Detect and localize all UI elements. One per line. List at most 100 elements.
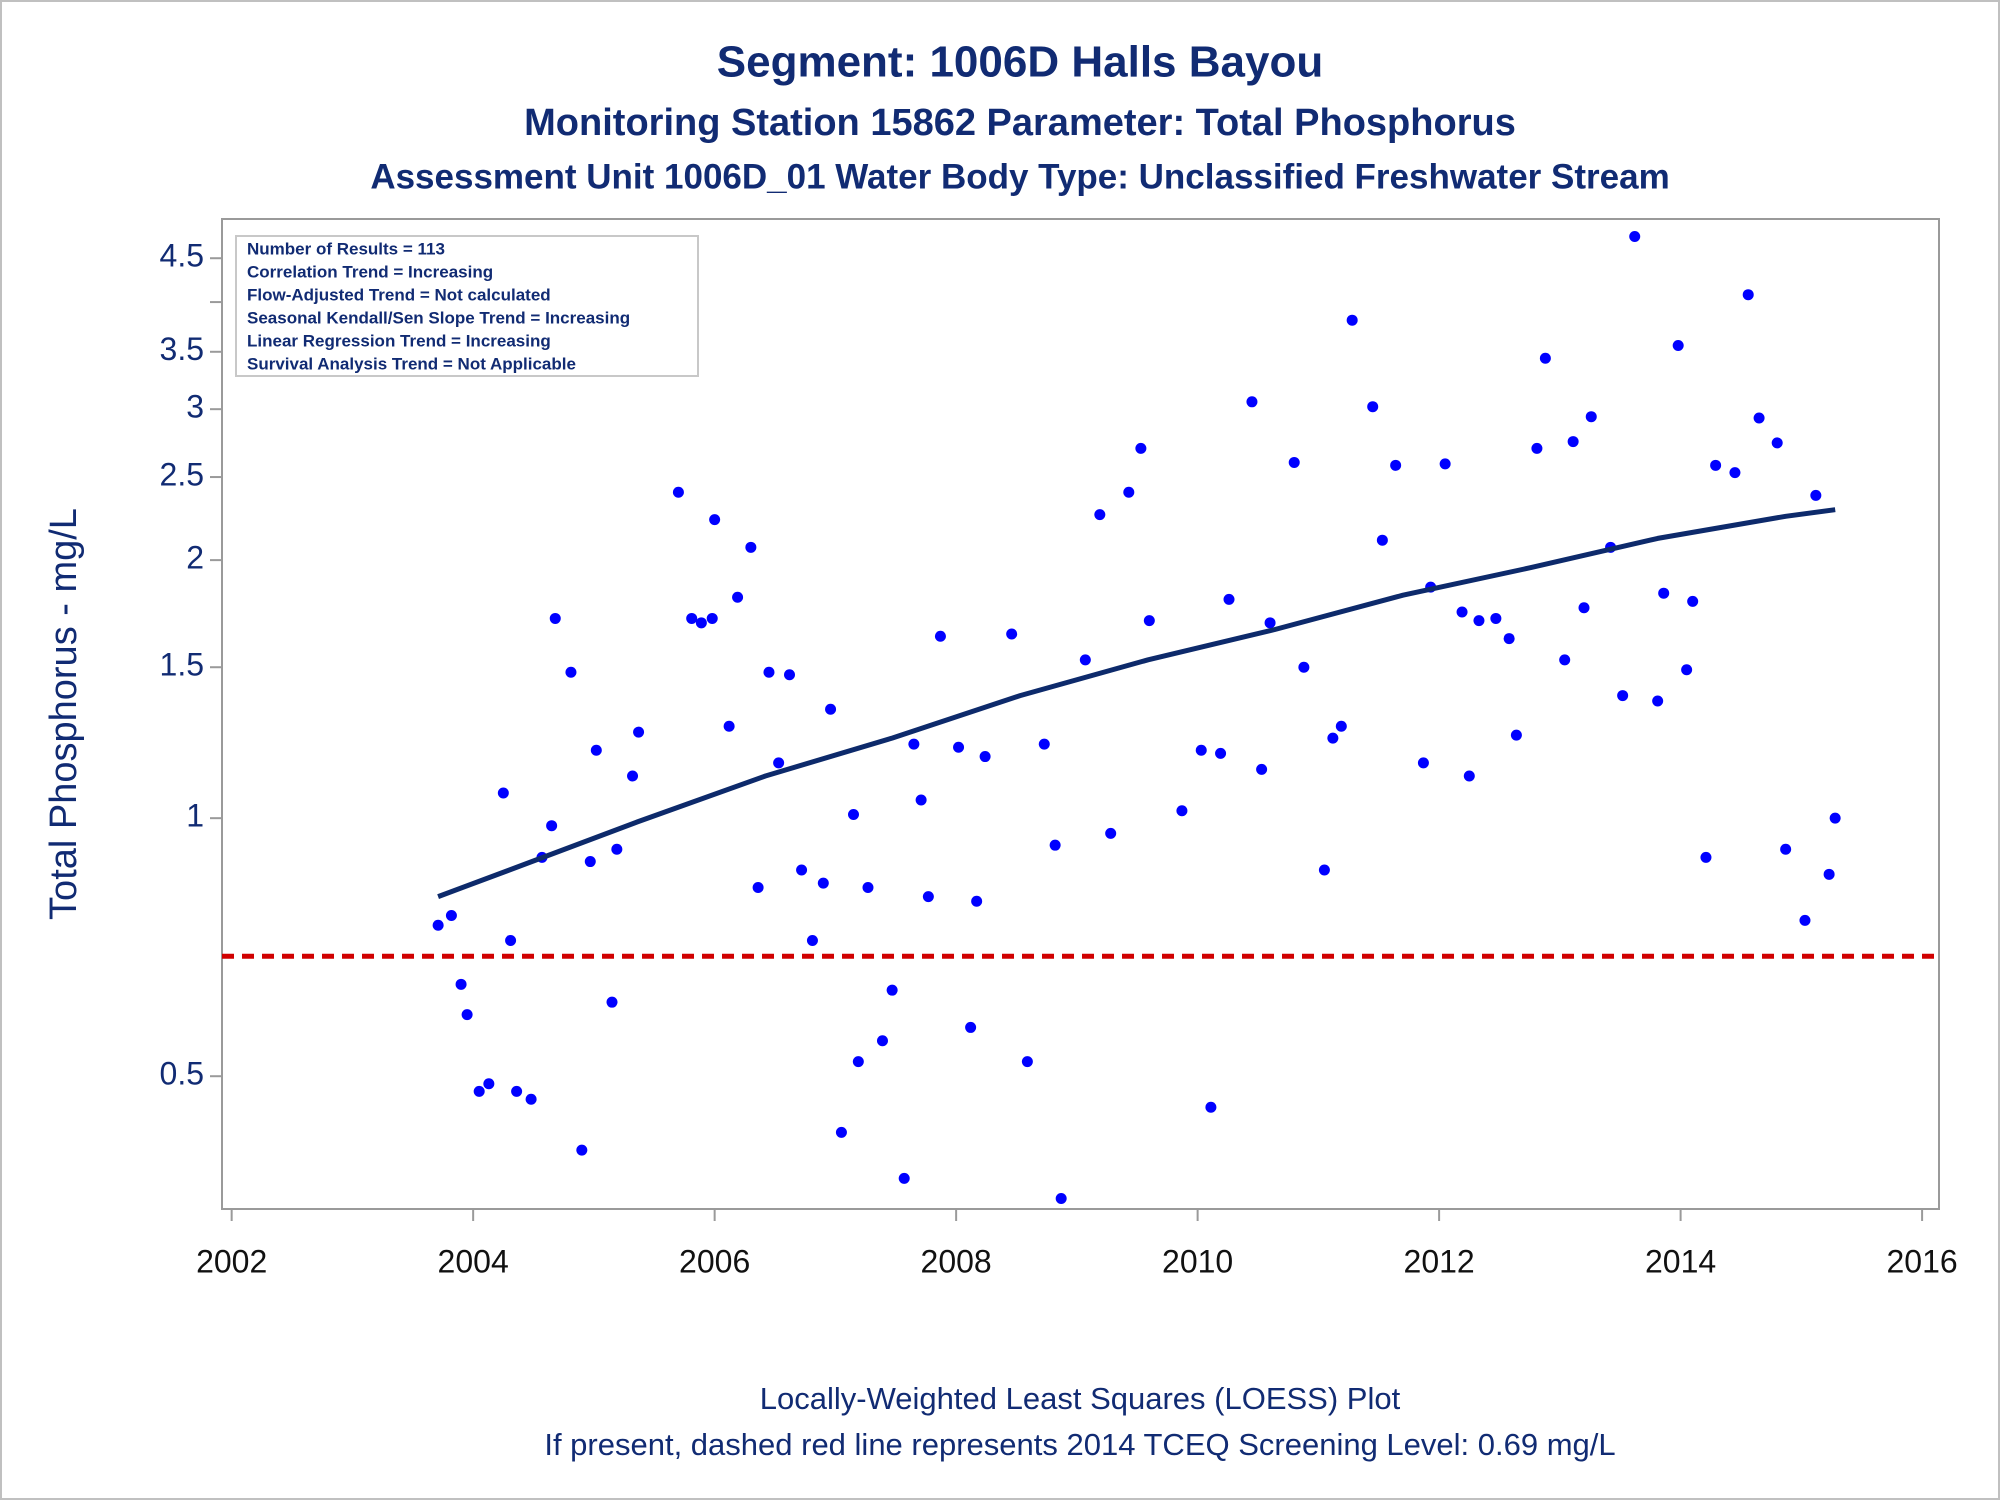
data-point [505,934,517,946]
data-point [1473,615,1485,627]
data-point [1829,812,1841,824]
data-point [898,1172,910,1184]
data-point [1205,1101,1217,1113]
x-tick-label: 2002 [196,1243,267,1279]
data-point [1510,729,1522,741]
data-point [686,612,698,624]
data-point [1390,459,1402,471]
data-point [1780,843,1792,855]
y-tick-label: 3.5 [160,331,204,367]
data-point [1215,747,1227,759]
inset-text: Correlation Trend = Increasing [247,262,493,281]
data-point [784,669,796,681]
data-point [965,1021,977,1033]
data-point [511,1085,523,1097]
data-point [695,617,707,629]
data-point [1652,695,1664,707]
data-point [445,909,457,921]
data-point [576,1144,588,1156]
footnote: If present, dashed red line represents 2… [544,1427,1615,1462]
data-point [825,703,837,715]
data-point [565,666,577,678]
data-point [584,856,596,868]
data-point [461,1009,473,1021]
x-tick-label: 2006 [679,1243,750,1279]
y-tick-label: 1.5 [160,647,204,683]
data-point [862,882,874,894]
data-point [1629,231,1641,243]
x-tick-label: 2010 [1162,1243,1233,1279]
data-point [1578,602,1590,614]
data-point [1335,720,1347,732]
data-point [817,877,829,889]
data-point [1298,661,1310,673]
data-point [1021,1056,1033,1068]
data-point [934,630,946,642]
inset-text: Seasonal Kendall/Sen Slope Trend = Incre… [247,308,630,327]
inset-box [235,235,699,377]
data-point [1264,617,1276,629]
data-point [1559,654,1571,666]
data-point [922,891,934,903]
data-point [1123,486,1135,498]
data-point [1799,914,1811,926]
data-point [1742,289,1754,301]
data-point [1246,396,1258,408]
data-point [1463,770,1475,782]
data-point [732,591,744,603]
data-point [1417,757,1429,769]
data-point [1539,352,1551,364]
data-point [549,612,561,624]
data-point [763,666,775,678]
data-point [1367,401,1379,413]
data-point [752,882,764,894]
data-point [979,751,991,763]
chart-title: Segment: 1006D Halls Bayou [717,38,1323,87]
data-point [672,486,684,498]
data-point [1672,339,1684,351]
data-point [745,541,757,553]
x-tick-label: 2016 [1887,1243,1958,1279]
data-point [525,1093,537,1105]
data-point [1729,467,1741,479]
data-point [1256,763,1268,775]
chart-subtitle: Monitoring Station 15862 Parameter: Tota… [524,102,1516,144]
x-tick-label: 2008 [921,1243,992,1279]
footnote: Locally-Weighted Least Squares (LOESS) P… [760,1381,1401,1416]
data-point [1176,805,1188,817]
y-axis-label: Total Phosphorus - mg/L [43,508,85,920]
data-point [876,1035,888,1047]
data-point [1823,868,1835,880]
loess-line [437,507,1836,899]
x-tick-label: 2004 [438,1243,509,1279]
x-tick-label: 2012 [1404,1243,1475,1279]
data-point [483,1078,495,1090]
data-point [1079,654,1091,666]
data-point [706,612,718,624]
data-point [723,720,735,732]
data-point [1318,864,1330,876]
data-point [886,984,898,996]
data-point [432,919,444,931]
data-point [806,934,818,946]
data-point [1456,606,1468,618]
data-point [1710,459,1722,471]
data-point [546,820,558,832]
data-point [1567,436,1579,448]
inset-text: Survival Analysis Trend = Not Applicable [247,354,576,373]
inset-text: Linear Regression Trend = Increasing [247,331,551,350]
inset-text: Flow-Adjusted Trend = Not calculated [247,285,551,304]
data-point [1771,437,1783,449]
data-point [709,514,721,526]
data-point [1439,458,1451,470]
y-tick-label: 0.5 [160,1056,204,1092]
data-point [971,895,983,907]
data-point [1105,827,1117,839]
data-point [590,744,602,756]
data-point [773,757,785,769]
data-point [1143,615,1155,627]
data-point [1810,489,1822,501]
chart-subtitle: Assessment Unit 1006D_01 Water Body Type… [370,157,1669,196]
data-point [1288,456,1300,468]
